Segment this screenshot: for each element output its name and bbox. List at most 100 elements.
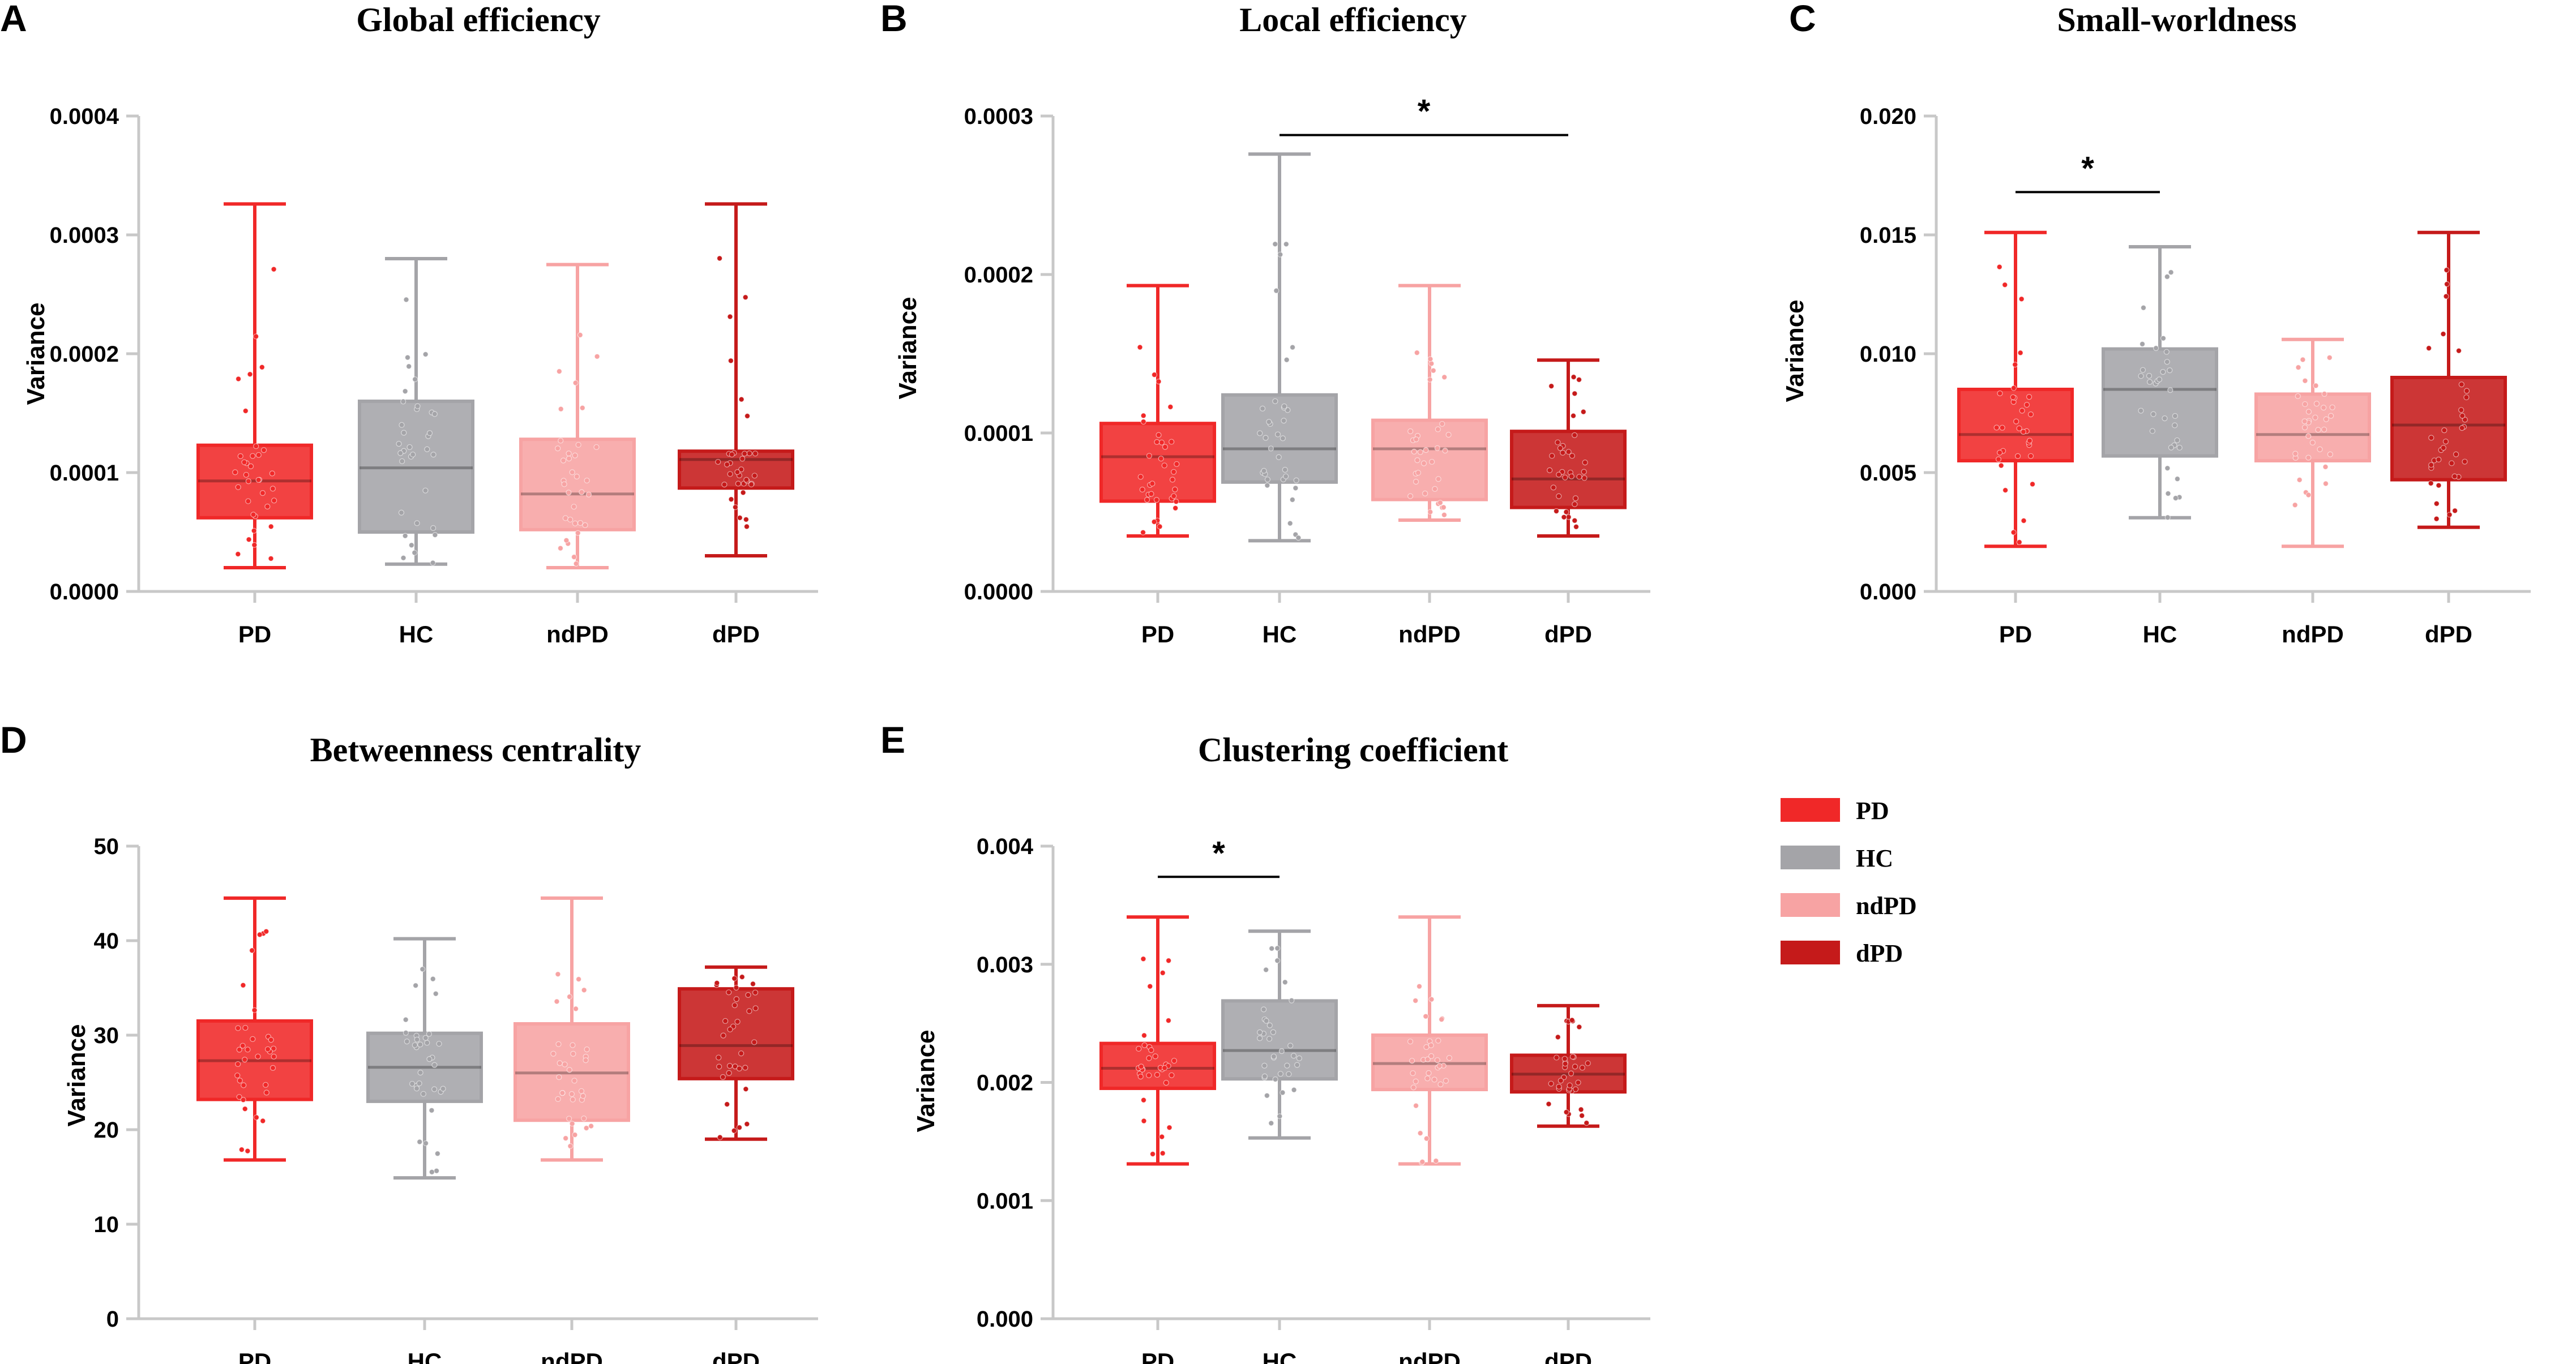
data-point	[731, 1002, 738, 1009]
data-point	[1413, 997, 1419, 1004]
data-point	[1445, 432, 1452, 438]
data-point	[726, 1070, 732, 1076]
legend-label-ndpd: ndPD	[1856, 892, 1917, 920]
data-point	[573, 560, 579, 567]
data-point	[714, 980, 720, 986]
data-point	[2002, 282, 2008, 288]
data-point	[1272, 398, 1278, 405]
data-point	[2002, 487, 2009, 494]
legend-swatch-pd	[1781, 798, 1840, 822]
data-point	[562, 1061, 568, 1067]
data-point	[555, 445, 561, 452]
data-point	[247, 371, 253, 378]
data-point	[1278, 1048, 1285, 1054]
box-iqr	[196, 1019, 313, 1101]
data-point	[1432, 486, 1438, 492]
data-point	[744, 413, 751, 419]
data-point	[555, 971, 561, 977]
data-point	[2164, 273, 2170, 280]
y-tick-label: 0.003	[977, 953, 1033, 977]
data-point	[2312, 414, 2318, 421]
data-point	[1423, 1044, 1430, 1050]
data-point	[1263, 967, 1269, 973]
data-point	[581, 1116, 587, 1122]
data-point	[752, 989, 759, 996]
data-point	[715, 458, 721, 465]
data-point	[1294, 1062, 1300, 1068]
data-point	[1264, 477, 1271, 483]
data-point	[1295, 535, 1302, 541]
data-point	[739, 974, 745, 980]
significance-star: *	[1212, 835, 1225, 872]
data-point	[235, 1025, 241, 1031]
data-point	[2462, 417, 2468, 423]
data-point	[1156, 432, 1162, 438]
data-point	[1169, 477, 1176, 483]
data-point	[572, 1006, 579, 1012]
data-point	[1140, 413, 1146, 419]
data-point	[1556, 471, 1562, 478]
data-point	[579, 405, 585, 411]
data-point	[1277, 1113, 1283, 1119]
data-point	[556, 1074, 562, 1080]
data-point	[742, 451, 748, 457]
panel-letter: C	[1789, 0, 1816, 39]
data-point	[2433, 516, 2440, 522]
data-point	[2010, 394, 2016, 400]
data-point	[737, 514, 743, 521]
data-point	[1257, 430, 1263, 436]
data-point	[743, 477, 750, 483]
data-point	[1264, 482, 1270, 488]
data-point	[241, 459, 247, 465]
data-point	[420, 966, 426, 972]
y-tick-label: 0.015	[1860, 223, 1916, 248]
data-point	[580, 1093, 586, 1099]
data-point	[1999, 424, 2005, 431]
y-tick-label: 50	[94, 834, 119, 859]
data-point	[2459, 413, 2466, 419]
data-point	[2322, 464, 2329, 470]
data-point	[1261, 1006, 1267, 1013]
data-point	[2164, 465, 2171, 471]
data-point	[2433, 500, 2440, 507]
data-point	[594, 353, 600, 359]
x-tick-label: dPD	[712, 1348, 760, 1364]
data-point	[1423, 447, 1429, 453]
data-point	[2027, 411, 2034, 418]
data-point	[2167, 387, 2173, 393]
chart-panel-e: E Clustering coefficient Variance 0.000 0.00…	[880, 719, 1650, 1364]
data-point	[2018, 296, 2025, 302]
data-point	[740, 490, 746, 496]
box-dpd	[678, 202, 794, 557]
y-tick-label: 40	[94, 929, 119, 954]
data-point	[1423, 1135, 1430, 1142]
data-point	[401, 430, 407, 436]
box-hc	[366, 937, 483, 1180]
data-point	[2156, 376, 2163, 383]
data-point	[260, 447, 267, 453]
x-tick-label: ndPD	[1398, 621, 1461, 647]
data-point	[433, 1168, 440, 1174]
data-point	[1269, 945, 1275, 951]
data-point	[1439, 1016, 1445, 1023]
data-point	[1136, 1045, 1142, 1052]
data-point	[2172, 413, 2178, 419]
data-point	[563, 537, 570, 543]
data-point	[397, 450, 404, 456]
data-point	[1289, 496, 1295, 503]
data-point	[2172, 495, 2179, 501]
data-point	[1578, 1106, 1584, 1113]
data-point	[1427, 376, 1433, 383]
data-point	[1576, 376, 1582, 383]
data-point	[560, 457, 567, 464]
box-dpd	[678, 965, 794, 1141]
legend-swatch-ndpd	[1781, 893, 1840, 917]
panel-title: Clustering coefficient	[1198, 731, 1508, 769]
data-point	[716, 255, 723, 261]
data-point	[743, 524, 750, 530]
data-point	[738, 1050, 744, 1057]
box-pd	[1957, 230, 2074, 548]
data-point	[2295, 393, 2301, 400]
data-point	[1409, 1058, 1415, 1064]
data-point	[1568, 1070, 1574, 1076]
